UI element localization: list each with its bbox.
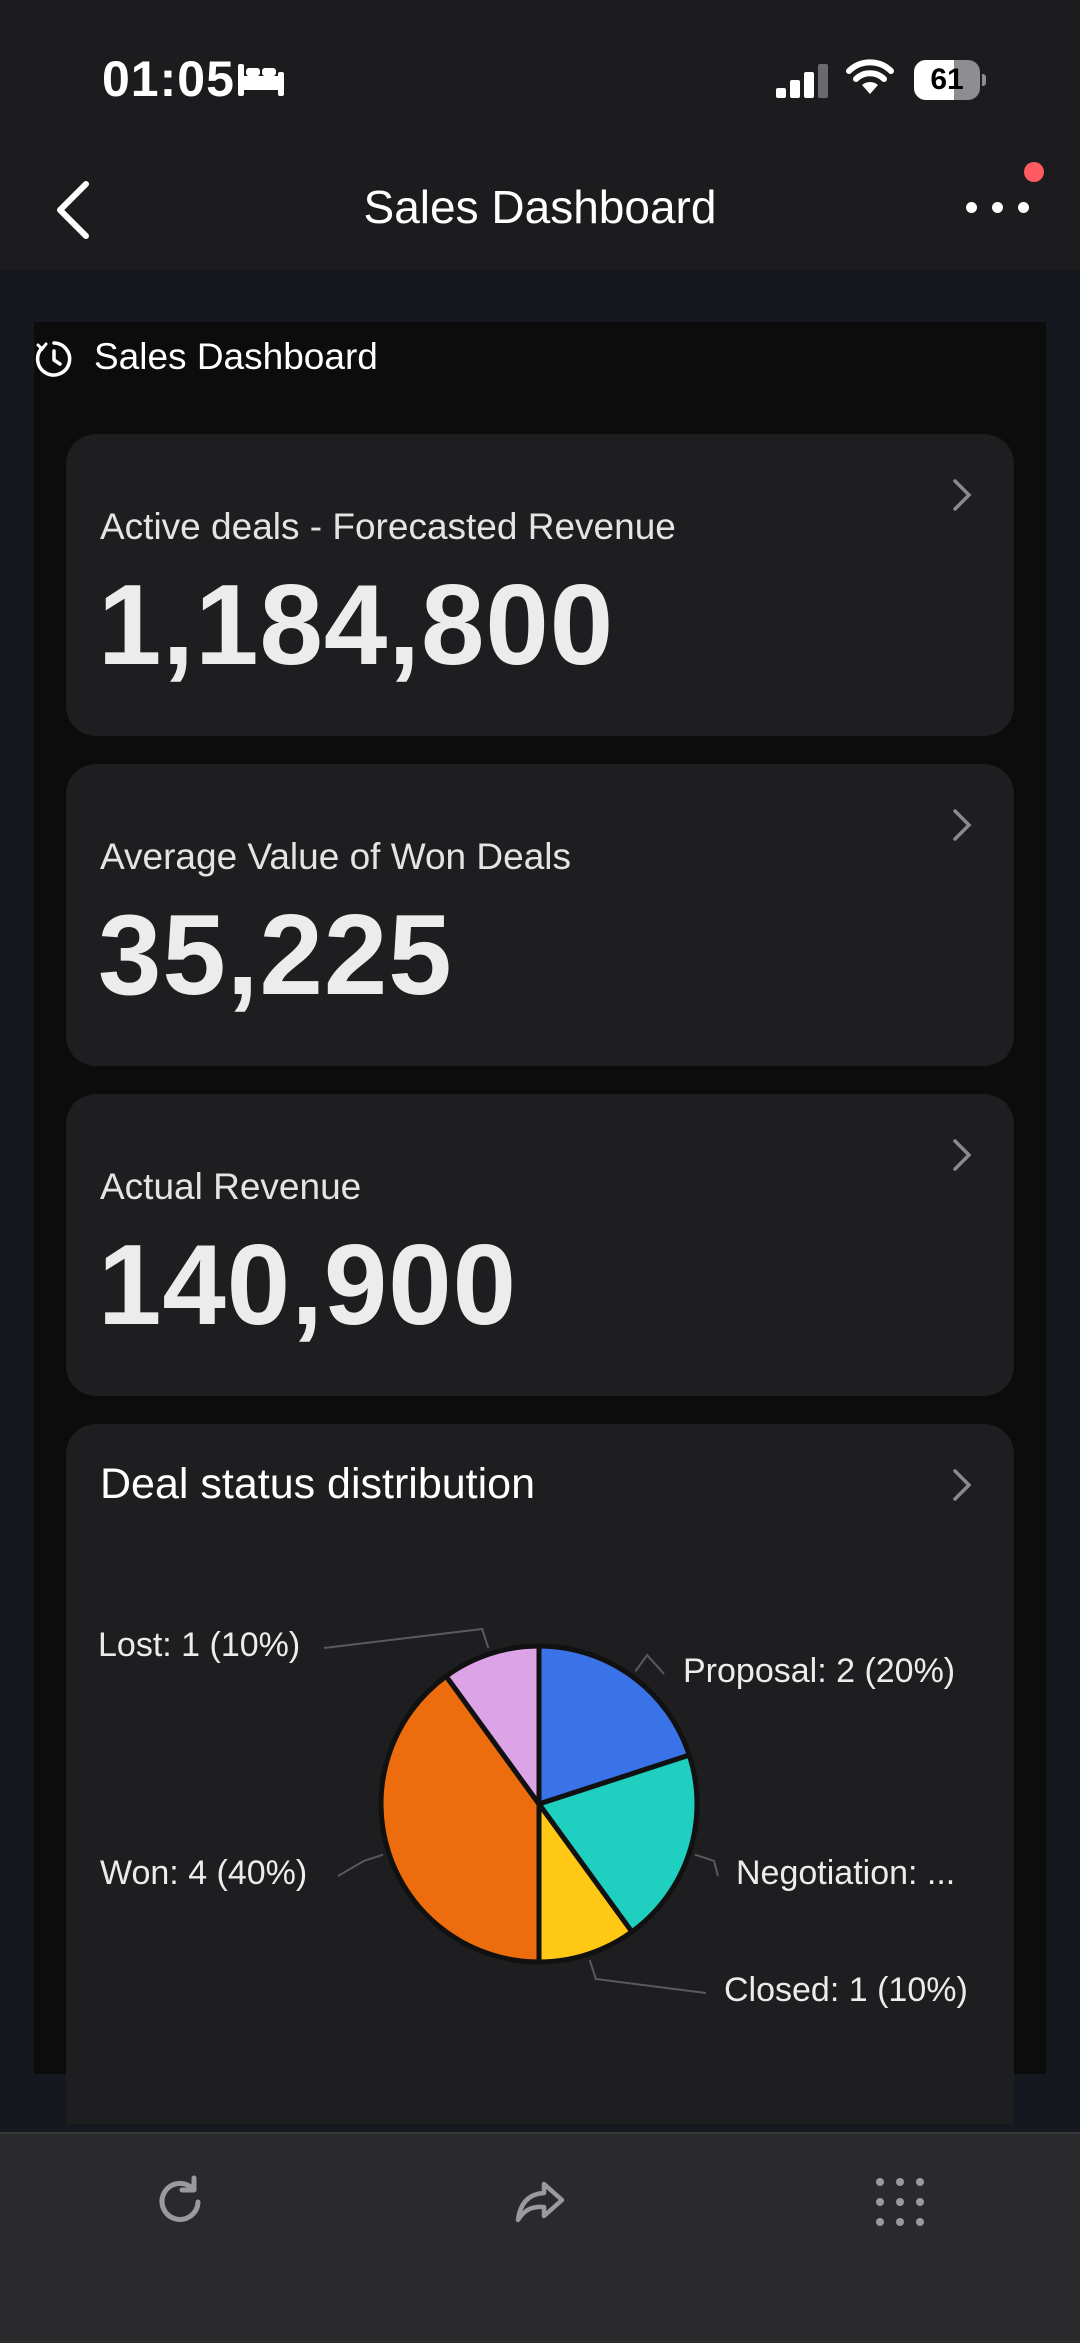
chart-title: Deal status distribution <box>100 1460 535 1508</box>
more-options-button[interactable] <box>966 202 1030 226</box>
metric-card-average-won-value[interactable]: Average Value of Won Deals 35,225 <box>66 764 1014 1066</box>
chevron-right-icon <box>953 1469 972 1501</box>
metric-card-actual-revenue[interactable]: Actual Revenue 140,900 <box>66 1094 1014 1396</box>
chevron-right-icon <box>953 1139 972 1171</box>
chevron-right-icon <box>953 809 972 841</box>
chevron-left-icon[interactable] <box>52 178 96 242</box>
bed-icon <box>238 64 284 96</box>
metric-label: Active deals - Forecasted Revenue <box>100 506 676 547</box>
metric-label: Average Value of Won Deals <box>100 836 572 877</box>
notification-dot <box>1024 162 1044 182</box>
page-title: Sales Dashboard <box>363 181 717 233</box>
clock-refresh-icon <box>35 341 72 377</box>
pie-label-proposal: Proposal: 2 (20%) <box>683 1652 956 1690</box>
apps-grid-icon[interactable] <box>868 2170 932 2234</box>
pie-leader-line <box>323 1627 490 1649</box>
status-time: 01:05 <box>102 51 235 107</box>
pie-outline <box>379 1644 699 1964</box>
battery-icon: 61 <box>914 60 986 100</box>
pie-leader-line <box>337 1853 384 1877</box>
pie-label-won: Won: 4 (40%) <box>100 1854 308 1892</box>
bottom-toolbar <box>0 2132 1080 2343</box>
chevron-right-icon <box>953 479 972 511</box>
pie-leader-line <box>588 1959 707 1994</box>
pie-label-negotiation: Negotiation: ... <box>736 1854 956 1892</box>
metric-label: Actual Revenue <box>100 1166 362 1207</box>
metric-value: 35,225 <box>98 892 453 1019</box>
pie-label-closed: Closed: 1 (10%) <box>724 1971 968 2009</box>
dashboard-title: Sales Dashboard <box>94 336 378 377</box>
share-icon[interactable] <box>508 2170 572 2234</box>
navigation-bar: Sales Dashboard <box>0 150 1080 270</box>
dashboard-content: Sales Dashboard Active deals - Forecaste… <box>34 322 1046 2124</box>
metric-value: 140,900 <box>98 1222 518 1349</box>
pie-chart <box>323 1627 719 1994</box>
battery-level: 61 <box>930 63 964 96</box>
refresh-icon[interactable] <box>148 2170 212 2234</box>
cellular-signal-icon <box>776 64 828 98</box>
chart-card-deal-status[interactable]: Deal status distribution Proposal: 2 (20… <box>66 1424 1014 2124</box>
pie-label-lost: Lost: 1 (10%) <box>98 1626 301 1664</box>
metric-card-forecasted-revenue[interactable]: Active deals - Forecasted Revenue 1,184,… <box>66 434 1014 736</box>
pie-leader-line <box>694 1853 719 1877</box>
wifi-icon <box>846 59 894 94</box>
status-bar: 01:05 61 <box>0 0 1080 150</box>
metric-value: 1,184,800 <box>98 562 615 689</box>
pie-leader-line <box>634 1653 665 1675</box>
